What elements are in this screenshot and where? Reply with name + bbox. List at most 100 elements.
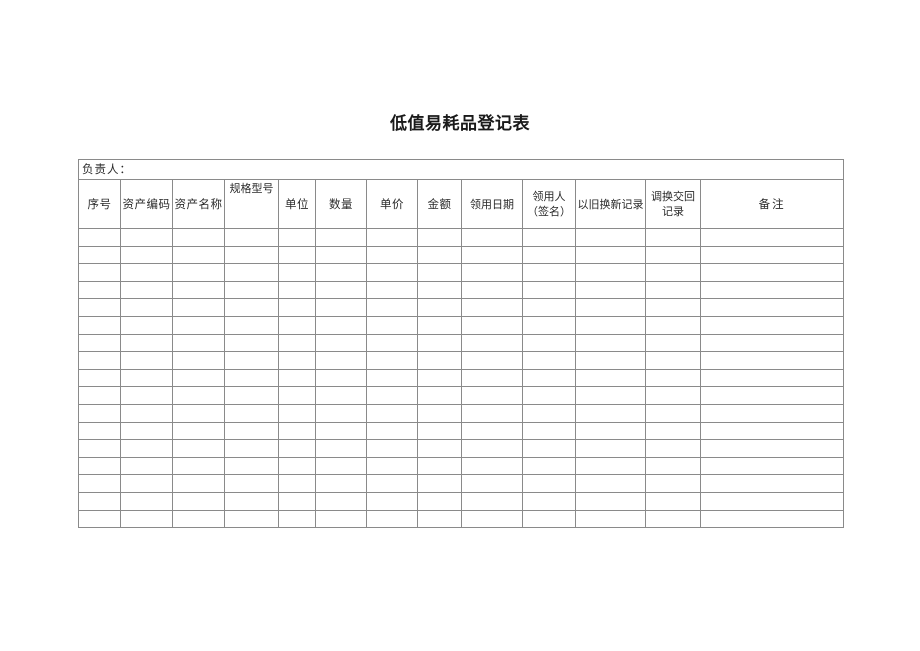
table-cell[interactable] <box>645 491 701 511</box>
table-cell[interactable] <box>575 280 646 300</box>
table-cell[interactable] <box>522 351 576 370</box>
table-cell[interactable] <box>172 351 225 370</box>
table-cell[interactable] <box>78 474 121 493</box>
table-cell[interactable] <box>315 386 367 405</box>
table-cell[interactable] <box>366 509 418 529</box>
table-cell[interactable] <box>315 439 367 458</box>
table-cell[interactable] <box>461 403 523 423</box>
table-cell[interactable] <box>366 439 418 458</box>
table-cell[interactable] <box>172 245 225 265</box>
owner-label-cell[interactable]: 负责人： <box>77 159 845 180</box>
table-cell[interactable] <box>417 474 462 493</box>
table-cell[interactable] <box>417 421 462 441</box>
table-cell[interactable] <box>699 386 845 405</box>
table-cell[interactable] <box>78 421 121 441</box>
table-cell[interactable] <box>645 280 701 300</box>
table-cell[interactable] <box>522 315 576 335</box>
table-cell[interactable] <box>699 421 845 441</box>
table-cell[interactable] <box>699 368 845 388</box>
table-cell[interactable] <box>522 263 576 282</box>
table-cell[interactable] <box>366 298 418 317</box>
table-cell[interactable] <box>172 403 225 423</box>
table-cell[interactable] <box>461 474 523 493</box>
table-cell[interactable] <box>172 439 225 458</box>
table-cell[interactable] <box>120 439 173 458</box>
table-cell[interactable] <box>120 368 173 388</box>
table-cell[interactable] <box>522 228 576 247</box>
table-cell[interactable] <box>575 386 646 405</box>
table-cell[interactable] <box>224 456 279 476</box>
table-cell[interactable] <box>366 456 418 476</box>
table-cell[interactable] <box>78 228 121 247</box>
table-cell[interactable] <box>78 351 121 370</box>
table-cell[interactable] <box>224 351 279 370</box>
table-cell[interactable] <box>645 421 701 441</box>
table-cell[interactable] <box>522 333 576 353</box>
table-cell[interactable] <box>172 263 225 282</box>
table-cell[interactable] <box>120 263 173 282</box>
table-cell[interactable] <box>315 298 367 317</box>
table-cell[interactable] <box>461 298 523 317</box>
table-cell[interactable] <box>699 491 845 511</box>
table-cell[interactable] <box>645 386 701 405</box>
table-cell[interactable] <box>417 351 462 370</box>
table-cell[interactable] <box>522 439 576 458</box>
table-cell[interactable] <box>172 456 225 476</box>
table-cell[interactable] <box>417 228 462 247</box>
table-cell[interactable] <box>461 386 523 405</box>
table-cell[interactable] <box>78 315 121 335</box>
table-cell[interactable] <box>645 509 701 529</box>
table-cell[interactable] <box>699 509 845 529</box>
table-cell[interactable] <box>78 439 121 458</box>
table-cell[interactable] <box>461 368 523 388</box>
table-cell[interactable] <box>699 351 845 370</box>
table-cell[interactable] <box>172 474 225 493</box>
table-cell[interactable] <box>78 386 121 405</box>
table-cell[interactable] <box>224 509 279 529</box>
table-cell[interactable] <box>224 386 279 405</box>
table-cell[interactable] <box>120 474 173 493</box>
table-cell[interactable] <box>315 509 367 529</box>
table-cell[interactable] <box>78 509 121 529</box>
table-cell[interactable] <box>224 245 279 265</box>
table-cell[interactable] <box>78 245 121 265</box>
table-cell[interactable] <box>224 439 279 458</box>
table-cell[interactable] <box>522 298 576 317</box>
table-cell[interactable] <box>575 333 646 353</box>
table-cell[interactable] <box>417 368 462 388</box>
table-cell[interactable] <box>461 263 523 282</box>
table-cell[interactable] <box>278 368 316 388</box>
table-cell[interactable] <box>315 351 367 370</box>
table-cell[interactable] <box>699 228 845 247</box>
table-cell[interactable] <box>78 491 121 511</box>
table-cell[interactable] <box>278 263 316 282</box>
table-cell[interactable] <box>278 386 316 405</box>
table-cell[interactable] <box>575 474 646 493</box>
table-cell[interactable] <box>224 315 279 335</box>
table-cell[interactable] <box>278 280 316 300</box>
table-cell[interactable] <box>172 421 225 441</box>
table-cell[interactable] <box>461 351 523 370</box>
table-cell[interactable] <box>78 456 121 476</box>
table-cell[interactable] <box>522 386 576 405</box>
table-cell[interactable] <box>315 421 367 441</box>
table-cell[interactable] <box>224 333 279 353</box>
table-cell[interactable] <box>278 439 316 458</box>
table-cell[interactable] <box>575 439 646 458</box>
table-cell[interactable] <box>172 509 225 529</box>
table-cell[interactable] <box>120 491 173 511</box>
table-cell[interactable] <box>645 245 701 265</box>
table-cell[interactable] <box>120 509 173 529</box>
table-cell[interactable] <box>278 351 316 370</box>
table-cell[interactable] <box>417 491 462 511</box>
table-cell[interactable] <box>417 333 462 353</box>
table-cell[interactable] <box>417 456 462 476</box>
table-cell[interactable] <box>417 245 462 265</box>
table-cell[interactable] <box>172 333 225 353</box>
table-cell[interactable] <box>461 333 523 353</box>
table-cell[interactable] <box>120 456 173 476</box>
table-cell[interactable] <box>645 439 701 458</box>
table-cell[interactable] <box>120 315 173 335</box>
table-cell[interactable] <box>78 403 121 423</box>
table-cell[interactable] <box>522 368 576 388</box>
